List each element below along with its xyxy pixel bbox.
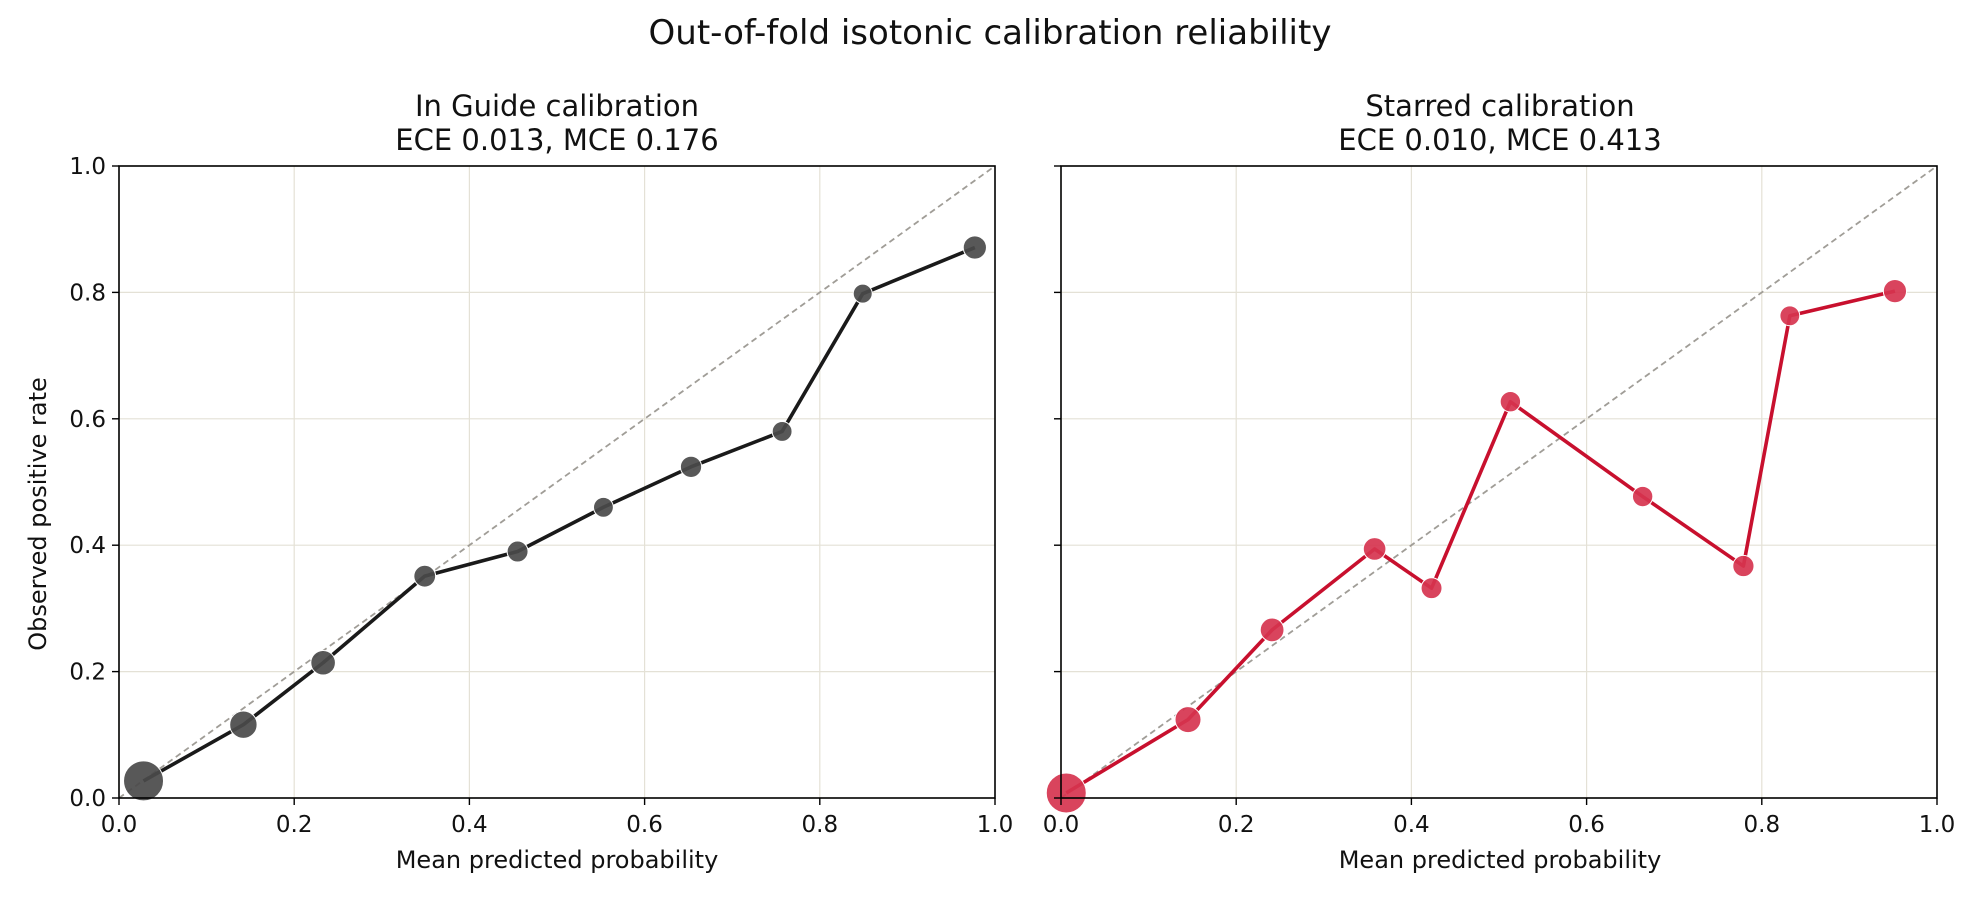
data-point: [1732, 554, 1755, 578]
data-point: [229, 710, 258, 739]
y-tick-label: 0.6: [69, 407, 106, 433]
axes-frame: [118, 165, 996, 799]
data-point: [1882, 279, 1908, 304]
data-point: [1779, 305, 1801, 327]
data-point: [593, 496, 614, 518]
x-tick-label: 1.0: [1919, 812, 1956, 838]
data-point: [771, 421, 793, 442]
x-tick-label: 0.0: [101, 812, 138, 838]
data-point: [1259, 617, 1285, 643]
x-tick-label: 0.6: [626, 812, 663, 838]
data-point: [506, 540, 529, 563]
x-axis-label: Mean predicted probability: [1339, 846, 1662, 874]
data-point: [852, 283, 873, 304]
y-tick-label: 0.4: [69, 533, 106, 559]
x-tick-label: 0.4: [451, 812, 488, 838]
data-point: [679, 455, 703, 478]
x-tick-label: 0.4: [1393, 812, 1430, 838]
data-point: [1499, 391, 1522, 413]
data-point: [1420, 577, 1443, 600]
x-tick-label: 0.0: [1043, 812, 1080, 838]
panel-in-guide: In Guide calibration ECE 0.013, MCE 0.17…: [24, 89, 1013, 874]
y-tick-label: 1.0: [69, 154, 106, 180]
panel-title-line2: ECE 0.013, MCE 0.176: [395, 123, 718, 157]
panel-title-line1: In Guide calibration: [415, 89, 699, 123]
data-point: [123, 760, 165, 802]
plot-area-in-guide: 0.0 0.2 0.4 0.6 0.8 1.0 0.0 0.2 0.4 0.6 0.8 1.0: [69, 154, 1013, 838]
x-tick-label: 0.2: [1218, 812, 1255, 838]
data-point: [1045, 772, 1087, 814]
y-tick-label: 0.8: [69, 280, 106, 306]
y-tick-label: 0.0: [69, 786, 106, 812]
panel-title-line2: ECE 0.010, MCE 0.413: [1338, 123, 1661, 157]
x-tick-label: 0.8: [802, 812, 839, 838]
calibration-series-line: [142, 245, 976, 783]
panel-starred: Starred calibration ECE 0.010, MCE 0.413…: [1043, 89, 1956, 874]
data-point: [1631, 485, 1654, 508]
axes-frame: [1060, 165, 1938, 799]
x-axis-label: Mean predicted probability: [396, 846, 719, 874]
y-axis-label: Observed positive rate: [24, 377, 52, 651]
data-point: [413, 564, 437, 588]
x-tick-label: 0.6: [1568, 812, 1605, 838]
perfect-calibration-line: [1060, 165, 1938, 799]
data-point: [1362, 537, 1387, 561]
panel-title-line1: Starred calibration: [1365, 89, 1634, 123]
figure-title: Out-of-fold isotonic calibration reliabi…: [649, 13, 1332, 53]
x-tick-label: 0.2: [276, 812, 313, 838]
perfect-calibration-line: [118, 165, 996, 799]
data-point: [1174, 706, 1202, 734]
calibration-series-line: [1065, 289, 1896, 795]
data-point: [962, 235, 987, 260]
x-tick-label: 0.8: [1744, 812, 1781, 838]
data-point: [310, 649, 336, 676]
plot-area-starred: 0.0 0.2 0.4 0.6 0.8 1.0: [1043, 165, 1956, 838]
y-tick-label: 0.2: [69, 660, 106, 686]
x-tick-label: 1.0: [977, 812, 1014, 838]
